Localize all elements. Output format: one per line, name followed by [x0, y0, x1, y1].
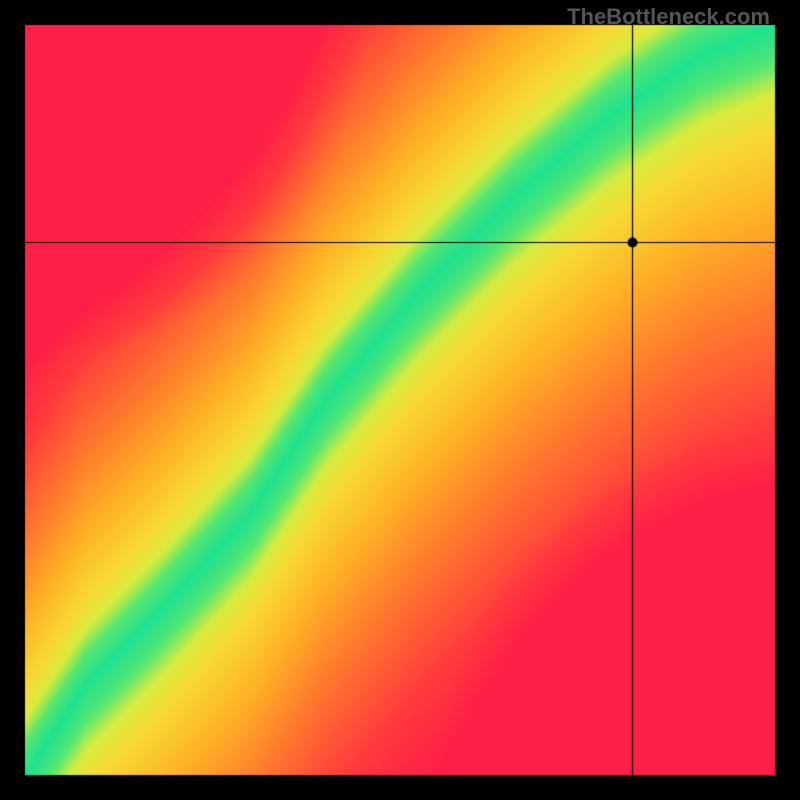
chart-container: TheBottleneck.com [0, 0, 800, 800]
heatmap-canvas [0, 0, 800, 800]
watermark-text: TheBottleneck.com [567, 4, 770, 30]
